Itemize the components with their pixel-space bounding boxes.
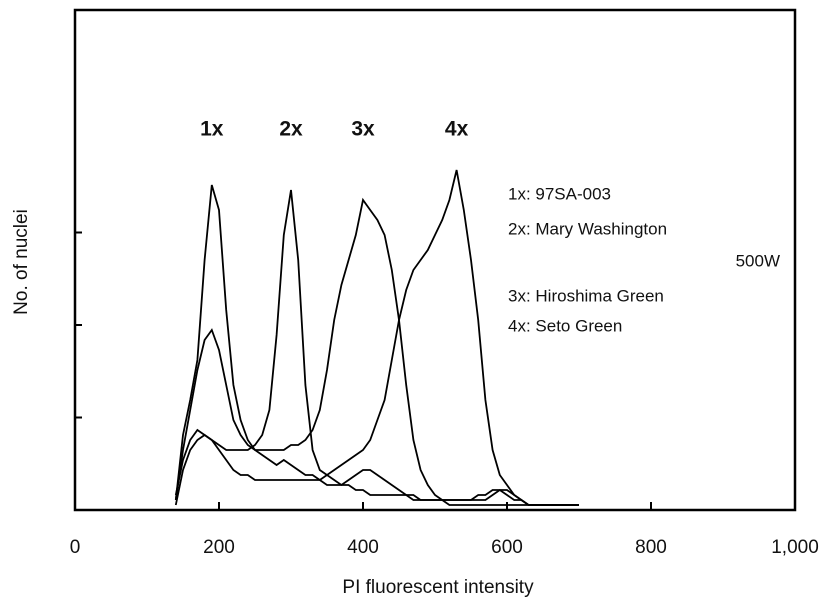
plot-frame <box>73 8 797 512</box>
y-axis-label: No. of nuclei <box>11 209 32 315</box>
annotation: 1x: 97SA-003 <box>508 184 611 203</box>
annotation: 2x: Mary Washington <box>508 219 667 238</box>
series-line <box>174 184 579 506</box>
x-tick-label: 1,000 <box>771 537 819 558</box>
peak-label: 4x <box>445 118 469 141</box>
annotation: 500W <box>736 251 780 270</box>
peak-label: 3x <box>351 118 375 141</box>
series-line <box>174 189 579 506</box>
peak-label: 2x <box>279 118 303 141</box>
peak-label: 1x <box>200 118 224 141</box>
series-line <box>174 169 579 506</box>
x-tick-label: 400 <box>347 537 379 558</box>
series-line <box>174 197 579 506</box>
x-tick-label: 0 <box>70 537 81 558</box>
x-tick-label: 600 <box>491 537 523 558</box>
x-tick-label: 200 <box>203 537 235 558</box>
x-axis-label: PI fluorescent intensity <box>342 577 534 598</box>
annotation: 4x: Seto Green <box>508 316 622 335</box>
annotation: 3x: Hiroshima Green <box>508 286 664 305</box>
x-tick-label: 800 <box>635 537 667 558</box>
